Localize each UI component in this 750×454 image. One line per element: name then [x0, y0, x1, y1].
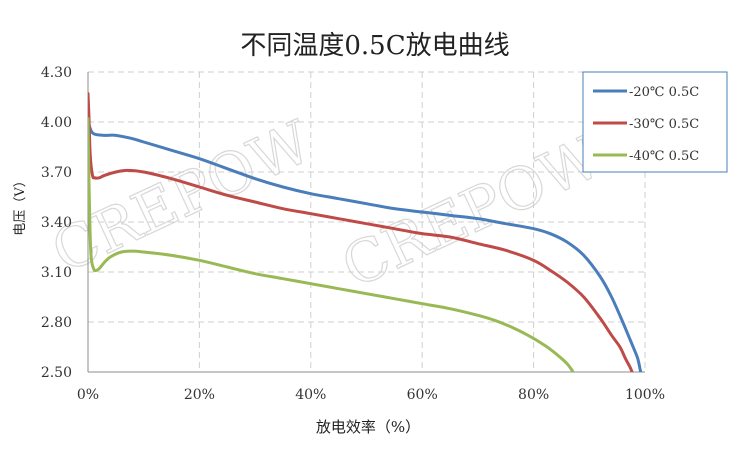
x-tick-label: 100%	[625, 387, 665, 403]
y-tick-label: 3.10	[41, 265, 72, 281]
y-axis-label: 电压（V）	[13, 174, 28, 235]
x-axis-label: 放电效率（%）	[316, 418, 420, 436]
gridlines	[88, 71, 646, 372]
legend-label: -20℃ 0.5C	[629, 85, 699, 100]
watermark-text: CREPOW	[332, 122, 612, 301]
series-lines	[88, 92, 643, 372]
x-tick-label: 20%	[184, 387, 215, 403]
series-line-1	[88, 117, 643, 372]
legend-label: -30℃ 0.5C	[629, 117, 699, 132]
y-tick-labels: 2.50 2.80 3.10 3.40 3.70 4.00 4.30	[41, 65, 72, 381]
y-tick-label: 3.40	[41, 215, 72, 231]
y-tick-label: 4.30	[41, 65, 72, 81]
legend-label: -40℃ 0.5C	[629, 149, 699, 164]
x-tick-label: 80%	[518, 387, 549, 403]
chart-title: 不同温度0.5C放电曲线	[240, 31, 509, 61]
y-tick-label: 4.00	[41, 115, 72, 131]
y-tick-label: 2.50	[41, 365, 72, 381]
legend: -20℃ 0.5C -30℃ 0.5C -40℃ 0.5C	[582, 71, 728, 173]
x-tick-labels: 0% 20% 40% 60% 80% 100%	[77, 387, 665, 403]
x-tick-label: 40%	[295, 387, 326, 403]
series-line-2	[88, 92, 634, 372]
y-tick-label: 2.80	[41, 315, 72, 331]
x-tick-label: 0%	[77, 387, 99, 403]
series-line-3	[88, 117, 575, 372]
y-tick-label: 3.70	[41, 165, 72, 181]
x-tick-label: 60%	[407, 387, 438, 403]
watermark-text: CREPOW	[42, 107, 322, 286]
